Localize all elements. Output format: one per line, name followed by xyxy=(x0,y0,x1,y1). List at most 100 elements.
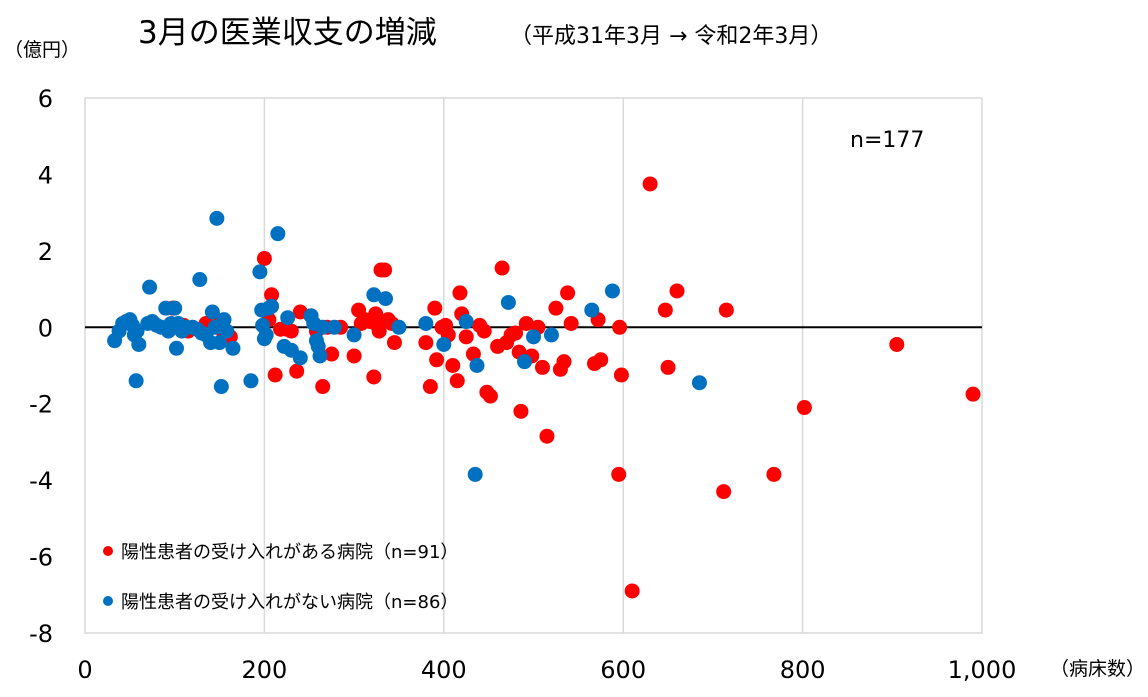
y-tick-label: -2 xyxy=(29,391,53,419)
data-point xyxy=(264,298,280,314)
chart-title: 3月の医業収支の増減 xyxy=(138,15,437,51)
data-point xyxy=(482,388,498,404)
legend: 陽性患者の受け入れがある病院（n=91） 陽性患者の受け入れがない病院（n=86… xyxy=(103,542,458,613)
data-point xyxy=(467,466,483,482)
data-point xyxy=(889,336,905,352)
data-point xyxy=(366,287,382,303)
legend-label-positive: 陽性患者の受け入れがある病院（n=91） xyxy=(121,542,458,563)
data-point xyxy=(452,285,468,301)
grid-layer xyxy=(263,98,804,633)
data-point xyxy=(718,302,734,318)
data-point xyxy=(267,367,283,383)
data-point xyxy=(494,260,510,276)
data-point xyxy=(129,323,145,339)
data-point xyxy=(386,335,402,351)
y-axis-tick-labels: 6 4 2 0 -2 -4 -6 -8 xyxy=(29,85,53,648)
data-point xyxy=(508,325,524,341)
data-point xyxy=(584,302,600,318)
plot-area-border xyxy=(84,97,983,634)
x-axis-unit-label: （病床数） xyxy=(1050,658,1145,680)
data-point xyxy=(292,350,308,366)
data-point xyxy=(604,283,620,299)
data-point xyxy=(346,348,362,364)
data-point xyxy=(391,319,407,335)
data-point xyxy=(543,327,559,343)
y-tick-label: 6 xyxy=(38,85,53,113)
data-point xyxy=(212,335,228,351)
data-point xyxy=(315,319,331,335)
data-point xyxy=(593,352,609,368)
y-tick-label: 2 xyxy=(38,238,53,266)
data-point xyxy=(280,310,296,326)
data-point xyxy=(213,379,229,395)
data-point xyxy=(377,291,393,307)
data-point xyxy=(469,358,485,373)
data-point xyxy=(225,340,241,356)
data-point xyxy=(716,484,732,500)
data-point xyxy=(289,363,305,379)
y-tick-label: -6 xyxy=(29,544,53,572)
data-point xyxy=(518,315,534,331)
data-point xyxy=(324,346,340,362)
data-point xyxy=(642,176,658,192)
data-points xyxy=(107,176,981,599)
data-point xyxy=(427,300,443,316)
series-positive-points xyxy=(165,176,981,599)
data-point xyxy=(691,375,707,391)
data-point xyxy=(219,323,235,339)
data-point xyxy=(204,304,220,320)
data-point xyxy=(326,319,342,335)
y-tick-label: -4 xyxy=(29,467,53,495)
data-point xyxy=(613,367,629,383)
data-point xyxy=(283,323,299,339)
data-point xyxy=(371,323,387,339)
x-tick-label: 800 xyxy=(780,656,826,684)
data-point xyxy=(539,428,555,444)
series-negative-points xyxy=(107,210,707,482)
data-point xyxy=(436,336,452,352)
data-point xyxy=(657,302,673,318)
data-point xyxy=(377,262,393,278)
y-tick-label: 4 xyxy=(38,161,53,189)
data-point xyxy=(563,315,579,331)
data-point xyxy=(534,359,550,375)
data-point xyxy=(131,336,147,352)
data-point xyxy=(256,251,272,266)
x-tick-label: 200 xyxy=(241,656,287,684)
x-tick-label: 400 xyxy=(421,656,467,684)
y-tick-label: -8 xyxy=(29,620,53,648)
data-point xyxy=(168,340,184,356)
data-point xyxy=(660,359,676,375)
x-axis-tick-labels: 0 200 400 600 800 1,000 xyxy=(77,656,1016,684)
data-point xyxy=(517,354,533,370)
data-point xyxy=(766,466,782,482)
data-point xyxy=(796,400,812,416)
data-point xyxy=(418,315,434,331)
data-point xyxy=(965,386,981,402)
data-point xyxy=(368,306,384,322)
data-point xyxy=(346,327,362,343)
data-point xyxy=(429,352,445,368)
data-point xyxy=(513,403,529,419)
data-point xyxy=(500,294,516,310)
y-tick-label: 0 xyxy=(38,314,53,342)
sample-size-annotation: n=177 xyxy=(850,128,924,153)
data-point xyxy=(458,329,474,345)
chart-subtitle: （平成31年3月 → 令和2年3月） xyxy=(510,24,832,49)
data-point xyxy=(312,348,328,364)
data-point xyxy=(243,373,259,389)
data-point xyxy=(209,210,225,226)
data-point xyxy=(548,300,564,316)
x-tick-label: 600 xyxy=(600,656,646,684)
data-point xyxy=(624,583,640,599)
data-point xyxy=(366,369,382,385)
x-tick-label: 0 xyxy=(77,656,92,684)
data-point xyxy=(258,327,274,343)
data-point xyxy=(556,354,572,370)
data-point xyxy=(611,466,627,482)
data-point xyxy=(192,272,208,288)
data-point xyxy=(128,373,144,389)
data-point xyxy=(167,300,183,316)
data-point xyxy=(458,314,474,330)
data-point xyxy=(445,358,461,373)
